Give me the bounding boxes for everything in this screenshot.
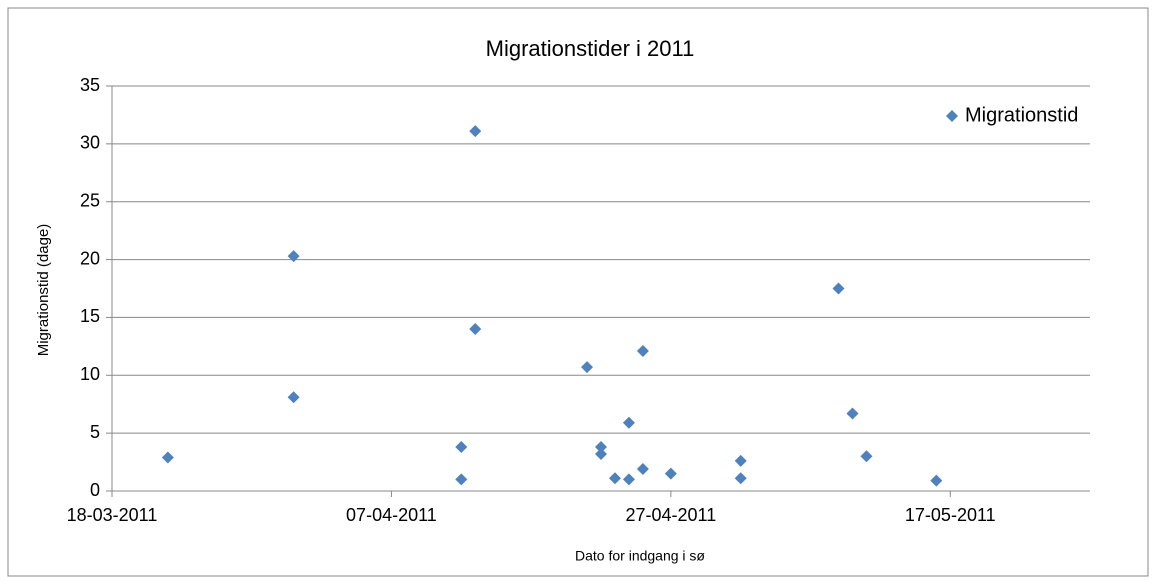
point — [161, 451, 174, 464]
point — [860, 450, 873, 463]
point — [595, 441, 607, 454]
y-tick-label: 15 — [80, 306, 100, 326]
point — [930, 474, 943, 487]
point — [622, 473, 635, 486]
y-tick-label: 25 — [80, 190, 100, 210]
point — [636, 463, 649, 476]
y-tick-label: 10 — [80, 364, 100, 384]
point — [832, 282, 845, 295]
point — [622, 416, 635, 429]
point — [734, 454, 747, 467]
point — [469, 323, 482, 335]
y-tick-label: 0 — [90, 480, 100, 500]
x-tick-label: 18-03-2011 — [67, 505, 158, 525]
point — [581, 361, 594, 374]
point — [608, 472, 621, 485]
y-tick-label: 30 — [80, 133, 100, 153]
legend-marker — [946, 110, 958, 122]
point — [636, 344, 649, 357]
y-tick-label: 20 — [80, 248, 100, 268]
y-tick-label: 5 — [90, 422, 100, 442]
x-axis-label: Dato for indgang i sø — [575, 548, 705, 564]
y-tick-label: 35 — [80, 75, 100, 95]
x-tick-label: 17-05-2011 — [905, 505, 996, 525]
point — [734, 472, 747, 485]
point — [287, 250, 300, 263]
point — [846, 407, 859, 420]
point — [595, 447, 607, 460]
point — [664, 467, 677, 480]
legend-label: Migrationstid — [965, 104, 1078, 126]
point — [455, 473, 468, 486]
point — [469, 125, 482, 138]
y-axis-label: Migrationstid (dage) — [35, 224, 52, 357]
chart-title: Migrationstider i 2011 — [486, 36, 695, 61]
x-tick-label: 27-04-2011 — [625, 505, 716, 525]
point — [287, 391, 300, 404]
x-tick-label: 07-04-2011 — [346, 505, 437, 525]
point — [455, 441, 468, 454]
chart-border — [7, 7, 1149, 577]
